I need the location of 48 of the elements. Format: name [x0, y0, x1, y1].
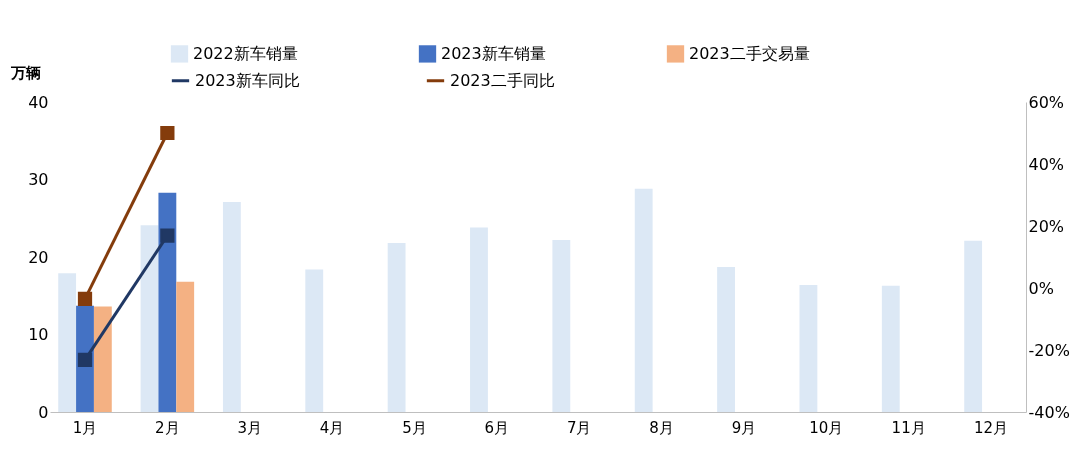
- y2-tick-label: 0%: [1028, 278, 1054, 298]
- point: [160, 125, 175, 141]
- bar: [176, 281, 195, 412]
- y2-tick-label: 20%: [1028, 216, 1065, 236]
- point: [77, 291, 93, 306]
- bar: [387, 243, 406, 412]
- y2-tick-label: -40%: [1028, 402, 1070, 422]
- legend-label: 2023新车同比: [195, 70, 300, 90]
- bar: [881, 285, 900, 412]
- bar: [799, 284, 818, 412]
- legend-label: 2023二手交易量: [689, 43, 810, 63]
- bar: [552, 239, 571, 412]
- legend-label: 2022新车销量: [193, 43, 298, 63]
- x-tick-label: 2月: [155, 418, 180, 437]
- bar: [470, 227, 488, 412]
- y2-tick-label: -20%: [1028, 340, 1070, 360]
- legend-label: 2023二手同比: [450, 70, 555, 90]
- x-tick-label: 3月: [237, 418, 262, 437]
- bar: [158, 192, 177, 412]
- bar: [93, 306, 112, 412]
- y-axis-title: 万辆: [9, 63, 41, 82]
- bar: [717, 267, 735, 412]
- x-tick-label: 6月: [484, 418, 510, 437]
- bar: [964, 240, 983, 412]
- x-tick-label: 11月: [891, 418, 926, 437]
- legend-label: 2023新车销量: [441, 43, 546, 63]
- y2-tick-label: 40%: [1028, 154, 1065, 174]
- y-tick-label: 40: [28, 92, 49, 112]
- x-tick-label: 7月: [566, 418, 592, 437]
- y-tick-label: 20: [28, 247, 49, 267]
- bar: [305, 269, 324, 412]
- x-tick-label: 8月: [649, 418, 674, 437]
- y-tick-label: 0: [38, 402, 49, 422]
- x-tick-label: 12月: [973, 418, 1009, 437]
- bar: [222, 201, 241, 412]
- point: [160, 228, 175, 243]
- y-tick-label: 30: [28, 170, 49, 189]
- point: [77, 352, 93, 368]
- x-tick-label: 10月: [809, 418, 844, 437]
- y-tick-label: 10: [28, 325, 49, 344]
- x-tick-label: 9月: [731, 418, 757, 437]
- x-tick-label: 4月: [319, 418, 345, 437]
- x-tick-label: 1月: [72, 418, 98, 437]
- x-tick-label: 5月: [402, 418, 427, 437]
- bar: [140, 225, 159, 412]
- bar: [634, 188, 653, 412]
- y2-tick-label: 60%: [1028, 92, 1065, 112]
- bar: [58, 273, 77, 412]
